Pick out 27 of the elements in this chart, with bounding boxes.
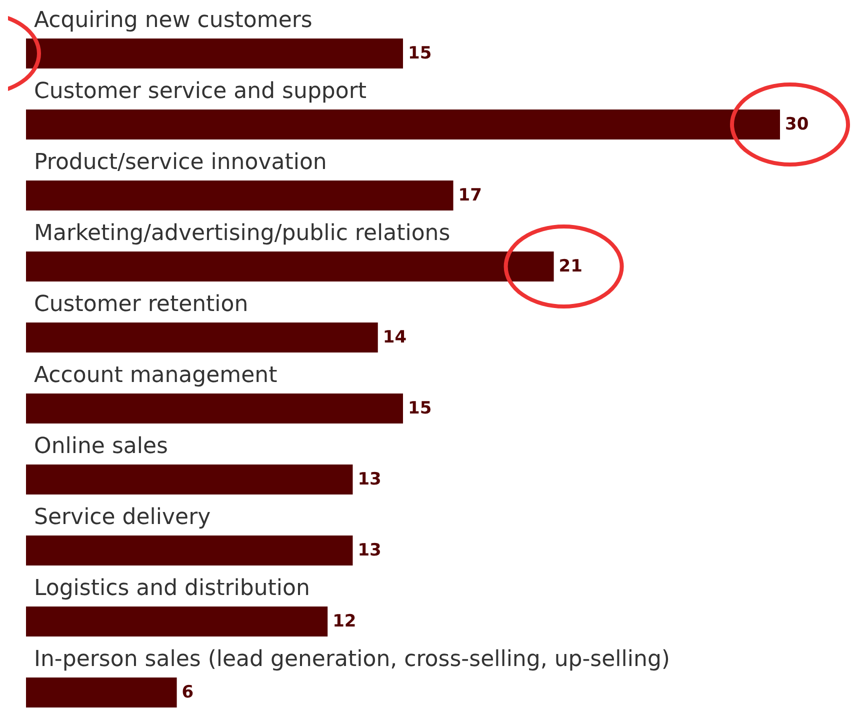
y-tick-label: Product/service innovation bbox=[34, 150, 327, 175]
y-tick-label: Online sales bbox=[34, 434, 168, 459]
bar bbox=[26, 678, 177, 708]
y-tick-label: In-person sales (lead generation, cross-selling, up-selling) bbox=[34, 647, 670, 672]
data-label: 17 bbox=[458, 186, 482, 206]
bar bbox=[26, 180, 454, 210]
y-tick-label: Logistics and distribution bbox=[34, 576, 310, 601]
data-label: 15 bbox=[408, 44, 432, 64]
data-label: 13 bbox=[358, 470, 382, 490]
data-label: 14 bbox=[382, 328, 407, 348]
data-label: 21 bbox=[558, 256, 582, 276]
y-tick-label: Customer retention bbox=[34, 292, 248, 317]
y-tick-label: Marketing/advertising/public relations bbox=[34, 221, 450, 246]
y-tick-label: Customer service and support bbox=[34, 79, 367, 104]
bar bbox=[26, 322, 378, 352]
y-tick-label: Acquiring new customers bbox=[34, 8, 312, 33]
data-label: 30 bbox=[785, 114, 809, 134]
bar bbox=[26, 536, 353, 566]
y-tick-label: Service delivery bbox=[34, 505, 211, 530]
bar bbox=[26, 606, 328, 636]
bar bbox=[26, 464, 353, 494]
y-tick-label: Account management bbox=[34, 363, 278, 388]
data-label: 12 bbox=[332, 612, 356, 632]
data-label: 15 bbox=[408, 398, 432, 418]
bar bbox=[26, 394, 403, 424]
data-label: 6 bbox=[182, 682, 194, 702]
data-label: 13 bbox=[358, 540, 382, 560]
